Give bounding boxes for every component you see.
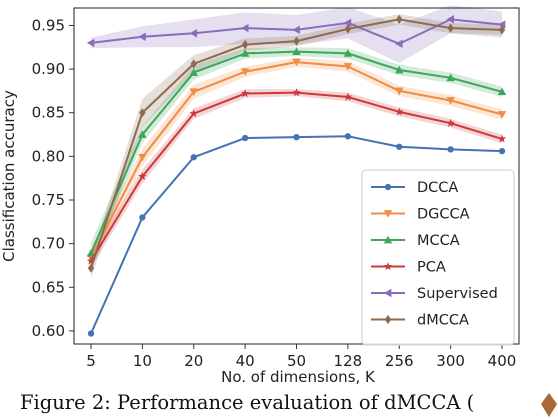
legend-marker-pca xyxy=(383,262,393,271)
y-tick-label: 0.80 xyxy=(32,147,65,165)
y-tick-label: 0.70 xyxy=(32,235,65,253)
plot-lines xyxy=(86,14,507,337)
supervised-point xyxy=(138,32,146,41)
legend-marker-dmcca xyxy=(384,314,392,325)
x-axis-label: No. of dimensions, K xyxy=(221,368,376,386)
x-axis: 5 10 20 40 50 128 256 300 400 xyxy=(86,344,516,370)
dgcca-point xyxy=(292,58,301,67)
supervised-point xyxy=(86,38,95,48)
dcca-point xyxy=(87,330,95,337)
legend-marker-dcca xyxy=(384,183,392,191)
supervised-point xyxy=(292,25,300,35)
supervised-point xyxy=(240,23,249,33)
dmcca-point xyxy=(396,14,403,24)
mcca-point xyxy=(86,249,96,257)
x-tick-label: 40 xyxy=(236,352,255,370)
dcca-point xyxy=(396,143,403,150)
mcca-point xyxy=(497,87,507,96)
mcca-point xyxy=(138,130,147,138)
pca-point xyxy=(292,88,301,97)
dmcca-point xyxy=(344,24,352,34)
x-tick-label: 256 xyxy=(385,352,414,370)
legend-label-supervised: Supervised xyxy=(417,286,498,302)
x-tick-label: 10 xyxy=(133,352,152,370)
pca-point xyxy=(343,92,353,101)
figure-caption: Figure 2: Performance evaluation of dMCC… xyxy=(20,391,475,414)
legend-label-dcca: DCCA xyxy=(417,180,458,196)
dgcca-point xyxy=(343,63,353,71)
pca-point xyxy=(446,118,455,127)
y-tick-label: 0.90 xyxy=(32,60,65,78)
dmcca-point xyxy=(190,59,197,69)
dmcca-point xyxy=(447,23,454,33)
pca-point xyxy=(86,256,96,265)
x-tick-label: 400 xyxy=(488,352,517,370)
x-tick-label: 20 xyxy=(184,352,203,370)
pca-point xyxy=(189,109,198,118)
mcca-point xyxy=(343,49,353,57)
supervised-point xyxy=(189,29,198,38)
legend-label-pca: PCA xyxy=(417,260,446,276)
plot-bands xyxy=(91,5,502,279)
y-tick-label: 0.75 xyxy=(32,191,65,209)
supervised-point xyxy=(343,18,352,28)
dgcca-point xyxy=(240,68,250,76)
pca-point xyxy=(497,134,507,143)
mcca-point xyxy=(446,73,455,82)
chart: 0.60 0.65 0.70 0.75 0.80 0.85 0.90 0.95 5 10 20 40… xyxy=(0,5,520,386)
y-tick-label: 0.65 xyxy=(32,278,65,296)
dgcca-point xyxy=(446,97,455,105)
dcca-point xyxy=(498,147,506,155)
pca-point xyxy=(395,107,404,116)
legend-label-dmcca: dMCCA xyxy=(417,313,469,329)
dmcca-point xyxy=(498,25,506,35)
mcca-point xyxy=(395,65,404,74)
x-tick-label: 300 xyxy=(436,352,465,370)
supervised-point xyxy=(497,20,506,29)
pca-point xyxy=(240,89,250,98)
dmcca-point xyxy=(241,40,249,50)
legend-marker-supervised xyxy=(383,288,392,298)
legend: DCCA DGCCA MCCA PCA Supervised dMCCA xyxy=(361,169,515,346)
dcca-point xyxy=(241,134,249,142)
dgcca-point xyxy=(395,87,404,96)
y-tick-label: 0.95 xyxy=(32,16,65,34)
dcca-point xyxy=(139,214,146,221)
diamond-icon xyxy=(541,393,557,417)
dcca-point xyxy=(293,134,300,141)
dgcca-point xyxy=(497,111,507,119)
legend-marker-mcca xyxy=(383,235,393,244)
dmcca-point xyxy=(293,36,300,46)
y-axis: 0.60 0.65 0.70 0.75 0.80 0.85 0.90 0.95 xyxy=(32,16,74,340)
supervised-band xyxy=(91,5,502,63)
mcca-point xyxy=(292,47,301,55)
legend-label-mcca: MCCA xyxy=(417,233,460,249)
pca-point xyxy=(138,172,147,180)
dgcca-point xyxy=(138,153,147,162)
mcca-point xyxy=(240,49,250,57)
x-tick-label: 128 xyxy=(334,352,363,370)
dcca-point xyxy=(447,146,454,153)
y-axis-label: Classification accuracy xyxy=(0,90,18,262)
dcca-point xyxy=(190,154,197,161)
dcca-point xyxy=(344,133,352,140)
mcca-point xyxy=(189,68,198,76)
supervised-point xyxy=(446,15,454,24)
x-tick-label: 50 xyxy=(287,352,306,370)
legend-marker-dgcca xyxy=(383,210,393,218)
dgcca-point xyxy=(189,88,198,96)
dmcca-point xyxy=(87,263,95,273)
x-tick-label: 5 xyxy=(86,352,96,370)
legend-label-dgcca: DGCCA xyxy=(417,207,470,223)
y-tick-label: 0.85 xyxy=(32,104,65,122)
y-tick-label: 0.60 xyxy=(32,322,65,340)
dmcca-point xyxy=(139,108,146,118)
supervised-point xyxy=(395,39,403,48)
